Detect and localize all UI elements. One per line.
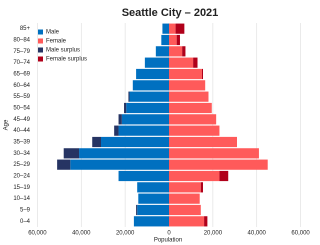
- bar: [79, 148, 169, 159]
- bar: [121, 114, 169, 125]
- bar: [136, 204, 138, 216]
- bar: [114, 125, 119, 136]
- bar: [182, 46, 186, 57]
- x-tick-label: 20,000: [116, 231, 135, 237]
- bar: [169, 148, 259, 159]
- bar: [169, 23, 176, 34]
- bar: [169, 114, 217, 125]
- bar: [118, 114, 122, 125]
- bar: [169, 170, 220, 182]
- bar: [133, 216, 169, 227]
- y-tick-label: 80–84: [13, 38, 30, 44]
- bar: [200, 182, 203, 193]
- legend-label: Male: [46, 30, 60, 36]
- x-tick-label: 20,000: [204, 231, 223, 237]
- bar: [126, 102, 169, 114]
- y-tick-label: 45–49: [13, 117, 30, 123]
- bar: [169, 46, 183, 57]
- y-tick-label: 20–24: [13, 174, 30, 180]
- x-tick-label: 40,000: [248, 231, 267, 237]
- y-tick-label: 60–64: [13, 83, 30, 89]
- bar: [124, 102, 127, 114]
- legend-label: Female: [46, 39, 67, 45]
- y-tick-label: 55–59: [13, 94, 30, 100]
- y-tick-label: 70–74: [13, 60, 30, 66]
- bar: [204, 216, 208, 227]
- chart-title: Seattle City – 2021: [122, 7, 219, 19]
- bar: [118, 125, 169, 136]
- bar: [169, 102, 212, 114]
- legend-swatch: [38, 38, 43, 44]
- y-tick-label: 50–54: [13, 106, 30, 112]
- bar: [176, 34, 180, 46]
- bar: [169, 80, 206, 91]
- bar: [129, 91, 169, 102]
- y-tick-label: 15–19: [13, 185, 30, 191]
- x-tick-label: 60,000: [291, 231, 310, 237]
- bar: [132, 80, 169, 91]
- y-tick-label: 40–44: [13, 128, 30, 134]
- bar: [92, 136, 101, 148]
- y-tick-label: 25–29: [13, 162, 30, 168]
- bar: [169, 91, 209, 102]
- bar: [118, 170, 169, 182]
- bar: [101, 136, 169, 148]
- bar: [161, 34, 169, 46]
- y-axis-label: Age: [4, 119, 10, 130]
- legend-swatch: [38, 56, 43, 62]
- bar: [169, 34, 177, 46]
- bar: [193, 57, 198, 68]
- bar: [63, 148, 80, 159]
- bar: [169, 216, 205, 227]
- y-tick-label: 0–4: [20, 219, 31, 225]
- bar: [136, 68, 169, 80]
- bar: [169, 125, 220, 136]
- bar: [162, 23, 169, 34]
- bar: [128, 91, 130, 102]
- bar: [169, 159, 268, 170]
- y-tick-label: 10–14: [13, 196, 30, 202]
- bar: [169, 57, 194, 68]
- y-tick-label: 65–69: [13, 72, 30, 78]
- y-tick-label: 85+: [20, 26, 31, 32]
- bar: [169, 68, 202, 80]
- y-tick-label: 30–34: [13, 151, 30, 157]
- x-axis-label: Population: [154, 238, 182, 244]
- bar: [155, 46, 169, 57]
- bar: [138, 193, 169, 204]
- bar: [175, 23, 185, 34]
- legend-swatch: [38, 29, 43, 35]
- bar: [70, 159, 169, 170]
- bar: [144, 57, 169, 68]
- x-tick-label: 40,000: [72, 231, 91, 237]
- bar: [169, 136, 237, 148]
- bar: [137, 182, 169, 193]
- bar: [219, 170, 229, 182]
- y-tick-label: 5–9: [20, 208, 31, 214]
- bar: [57, 159, 71, 170]
- legend-label: Female surplus: [46, 57, 87, 63]
- bar: [169, 204, 201, 216]
- bar: [169, 193, 200, 204]
- y-tick-label: 75–79: [13, 49, 30, 55]
- bar: [201, 68, 203, 80]
- bar: [137, 204, 169, 216]
- legend-label: Male surplus: [46, 48, 80, 54]
- x-tick-label: 0: [167, 231, 171, 237]
- x-tick-label: 60,000: [28, 231, 47, 237]
- y-tick-label: 35–39: [13, 140, 30, 146]
- legend-swatch: [38, 47, 43, 53]
- bar: [169, 182, 201, 193]
